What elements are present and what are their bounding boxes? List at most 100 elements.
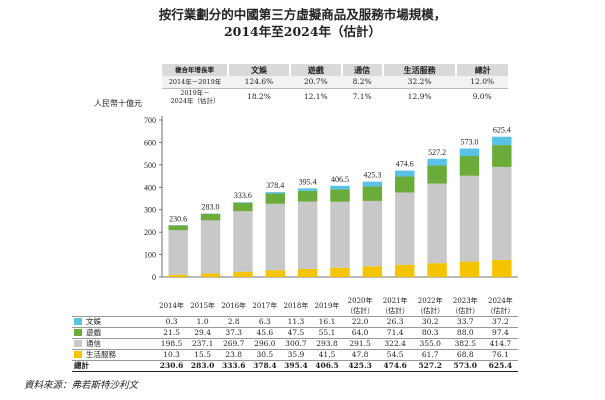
legend-entry: 通信 (72, 338, 156, 350)
legend-entry: 生活服務 (72, 349, 156, 361)
table-value: 300.7 (280, 338, 312, 350)
cagr-value: 124.6% (228, 76, 290, 89)
table-value: 30.5 (249, 349, 281, 361)
bar-segment-entertainment (395, 170, 415, 177)
table-value: 76.1 (482, 349, 518, 361)
x-category-label: 2018年 (280, 296, 312, 317)
table-value: 414.7 (482, 338, 518, 350)
y-tick-label: 600 (144, 138, 156, 147)
bar-segment-life-services (362, 266, 383, 277)
bar-segment-entertainment (265, 192, 285, 194)
x-category-label-line: （估計） (346, 307, 375, 315)
cagr-value: 20.7% (289, 76, 342, 89)
table-total-value: 395.4 (280, 360, 312, 372)
x-category-label-line: 2016年 (221, 302, 247, 310)
bar-segment-games (330, 189, 350, 202)
bar-segment-communication (168, 230, 188, 275)
table-total-value: 527.2 (412, 360, 448, 372)
x-category-label: 2022年 （估計） (412, 296, 448, 317)
table-value: 16.1 (311, 316, 343, 328)
source-note: 資料來源：弗若斯特沙利文 (24, 380, 139, 391)
table-value: 68.8 (447, 349, 483, 361)
table-value: 29.4 (187, 327, 219, 339)
bar-total-label: 333.6 (234, 191, 252, 200)
table-row-communication: 通信 198.5 237.1 269.7 296.0 300.7 293.8 291.5 322… (72, 338, 518, 350)
table-total-value: 474.6 (377, 360, 413, 372)
bar-segment-life-services (492, 259, 512, 277)
bar-segment-communication (427, 183, 447, 264)
legend-label: 生活服務 (86, 350, 116, 359)
table-total-value: 625.4 (482, 360, 518, 372)
cagr-value: 12.9% (407, 92, 432, 102)
table-value: 322.4 (377, 338, 413, 350)
cagr-value: 9.0% (472, 92, 492, 102)
table-value: 6.3 (249, 316, 281, 328)
bar-total-label: 573.0 (460, 137, 478, 146)
cagr-value: 8.2% (341, 76, 383, 89)
data-table: 2014年 2015年 2016年 2017年 2018年 2019年 2020年 （估計） 2… (72, 296, 518, 372)
bar-segment-entertainment (233, 202, 253, 203)
table-value: 30.2 (412, 316, 448, 328)
bar-segment-communication (297, 201, 318, 269)
cagr-value: 32.2% (382, 76, 457, 89)
bar-total-label: 406.5 (331, 175, 349, 184)
x-category-label-line: 2017年 (252, 302, 278, 310)
cagr-row-2019-2024: 2019年－ 2024年（估計） 18.2% 12.1% 7.1% 12.9% … (162, 88, 508, 106)
x-category-label: 2016年 (218, 296, 250, 317)
legend-swatch (74, 340, 82, 347)
bar-segment-games (459, 156, 480, 176)
legend-label: 通信 (86, 339, 101, 348)
legend-swatch (74, 329, 82, 336)
x-category-label-line: （估計） (486, 307, 515, 315)
cagr-header-total: 總計 (456, 64, 508, 76)
cagr-table: 複合年增長率 文娛 遊戲 通信 生活服務 總計 2014年－2019年 124.… (162, 64, 508, 106)
x-category-label-line: 2022年 (417, 297, 443, 305)
table-value: 35.9 (280, 349, 312, 361)
bar-segment-life-services (459, 261, 480, 277)
table-value: 71.4 (377, 327, 413, 339)
bar-segment-communication (395, 192, 415, 265)
cagr-row-label-line1: 2019年－ (180, 89, 210, 98)
table-total-value: 283.0 (187, 360, 219, 372)
legend-label: 文娛 (86, 317, 101, 326)
table-value: 293.8 (311, 338, 343, 350)
x-category-label-line: （估計） (416, 307, 445, 315)
y-tick-label: 200 (144, 228, 156, 237)
legend-swatch (74, 318, 82, 325)
x-category-label-line: 2024年 (487, 297, 513, 305)
cagr-row-label: 2019年－ 2024年（估計） (162, 88, 228, 106)
bar-segment-communication (233, 211, 253, 272)
x-category-label-line: 2021年 (382, 297, 408, 305)
table-row-games: 遊戲 21.5 29.4 37.3 45.6 47.5 55.1 64.0 71.4 80.3 88… (72, 327, 518, 339)
table-row-life-services: 生活服務 10.3 15.5 23.8 30.5 35.9 41.5 47.8 54.5 61.7… (72, 349, 518, 361)
cagr-row-label: 2014年－2019年 (162, 76, 228, 89)
bar-segment-games (492, 145, 512, 167)
x-category-label: 2014年 (156, 296, 188, 317)
table-value: 237.1 (187, 338, 219, 350)
bar-segment-entertainment (362, 181, 383, 187)
bar-total-label: 527.2 (428, 148, 446, 157)
table-value: 355.0 (412, 338, 448, 350)
cagr-row-label-line2: 2024年（估計） (170, 97, 220, 106)
bar-segment-entertainment (297, 188, 318, 191)
table-value: 10.3 (156, 349, 188, 361)
x-category-label-line: 2020年 (347, 297, 373, 305)
bar-total-label: 230.6 (169, 214, 187, 223)
table-value: 11.3 (280, 316, 312, 328)
x-category-label: 2020年 （估計） (342, 296, 378, 317)
table-value: 37.3 (218, 327, 250, 339)
table-value: 296.0 (249, 338, 281, 350)
table-value: 23.8 (218, 349, 250, 361)
bar-segment-life-services (168, 274, 188, 277)
legend-entry: 遊戲 (72, 327, 156, 339)
y-tick-label: 100 (144, 251, 156, 260)
cagr-header-communication: 通信 (341, 64, 384, 76)
table-value: 64.0 (342, 327, 378, 339)
y-tick-label: 700 (144, 116, 156, 125)
table-value: 47.8 (342, 349, 378, 361)
table-total-value: 573.0 (447, 360, 483, 372)
table-value: 61.7 (412, 349, 448, 361)
table-value: 21.5 (156, 327, 188, 339)
bar-segment-entertainment (492, 136, 512, 146)
bar-total-label: 378.4 (266, 181, 284, 190)
